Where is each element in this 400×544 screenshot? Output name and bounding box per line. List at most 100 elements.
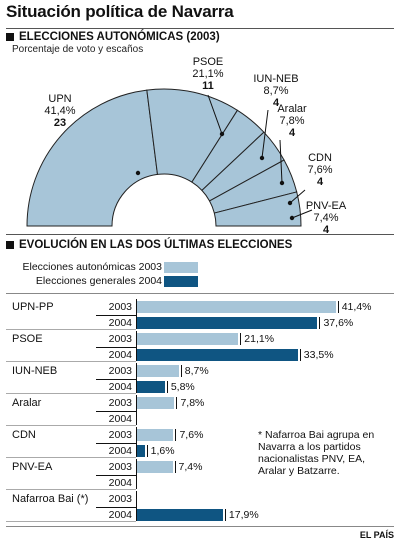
row-divider: [96, 411, 136, 412]
bar-end-tick: [176, 397, 178, 409]
year-label: 2004: [108, 509, 132, 521]
party-percent: 21,1%: [192, 68, 224, 80]
row-divider: [96, 379, 136, 380]
hemicycle-slice-pnv-ea: [213, 191, 302, 227]
leader-dot-pnv-ea: [289, 215, 295, 221]
bar-pnv-ea-2003: [137, 461, 173, 473]
bottom-rule: [6, 526, 394, 527]
axis-line: [136, 331, 137, 361]
bar-value-label: 7,6%: [179, 429, 204, 441]
party-seats: 4: [272, 97, 280, 109]
year-label: 2003: [108, 461, 132, 473]
bar-aralar-2003: [137, 397, 175, 409]
row-divider: [96, 347, 136, 348]
legend-label-2004: Elecciones generales 2004: [35, 275, 162, 287]
year-label: 2004: [108, 349, 132, 361]
square-bullet-icon: [6, 33, 14, 41]
bar-value-label: 41,4%: [341, 301, 372, 313]
party-seats: 4: [316, 176, 324, 188]
section1-subtitle: Porcentaje de voto y escaños: [12, 44, 144, 55]
year-label: 2004: [108, 317, 132, 329]
party-percent: 7,6%: [307, 164, 333, 176]
year-label: 2004: [108, 445, 132, 457]
bar-psoe-2003: [137, 333, 239, 345]
hemicycle-label-cdn: CDN 7,6% 4: [290, 152, 350, 188]
bar-end-tick: [146, 445, 148, 457]
source-credit: EL PAÍS: [359, 530, 394, 540]
footnote: * Nafarroa Bai agrupa en Navarra a los p…: [258, 429, 375, 477]
leader-line-cdn: [289, 189, 306, 204]
party-percent: 7,4%: [313, 212, 339, 224]
row-divider: [96, 443, 136, 444]
group-divider: [6, 521, 136, 522]
party-name: UPN: [48, 93, 72, 105]
party-name: Aralar: [277, 103, 307, 115]
party-percent: 41,4%: [44, 105, 76, 117]
group-divider: [6, 425, 136, 426]
bar-nafarroa-bai-2004: [137, 509, 223, 521]
section2-heading-text: EVOLUCIÓN EN LAS DOS ÚLTIMAS ELECCIONES: [19, 239, 293, 251]
bar-psoe-2004: [137, 349, 298, 361]
year-label: 2003: [108, 493, 132, 505]
leader-line-pnv-ea: [291, 209, 313, 219]
party-label-pnv-ea: PNV-EA: [12, 461, 53, 473]
hemicycle-label-upn: UPN 41,4% 23: [30, 93, 90, 129]
party-name: PNV-EA: [305, 200, 347, 212]
section2-rule: [6, 234, 394, 235]
party-label-nafarroa-bai: Nafarroa Bai (*): [12, 493, 89, 505]
axis-line: [136, 427, 137, 457]
party-label-upn-pp: UPN-PP: [12, 301, 54, 313]
party-label-aralar: Aralar: [12, 397, 42, 409]
bar-end-tick: [319, 317, 321, 329]
row-divider: [96, 507, 136, 508]
bar-end-tick: [224, 509, 226, 521]
group-divider: [6, 457, 136, 458]
axis-line: [136, 459, 137, 489]
hemicycle-label-aralar: Aralar 7,8% 4: [262, 103, 322, 139]
bar-value-label: 1,6%: [150, 445, 175, 457]
year-label: 2003: [108, 333, 132, 345]
bar-end-tick: [240, 333, 242, 345]
bar-iun-neb-2004: [137, 381, 165, 393]
bar-end-tick: [180, 365, 182, 377]
year-label: 2003: [108, 397, 132, 409]
bar-value-label: 7,4%: [178, 461, 203, 473]
legend-label-2003: Elecciones autonómicas 2003: [22, 261, 162, 273]
hemicycle-label-iun-neb: IUN-NEB 8,7% 4: [246, 73, 306, 109]
bar-value-label: 17,9%: [228, 509, 259, 521]
bar-cdn-2003: [137, 429, 174, 441]
bar-value-label: 8,7%: [184, 365, 209, 377]
hemicycle-label-pnv-ea: PNV-EA 7,4% 4: [296, 200, 356, 236]
axis-line: [136, 363, 137, 393]
leader-dot-aralar: [279, 180, 285, 186]
hemicycle-chart: [26, 88, 313, 227]
bar-upn-pp-2003: [137, 301, 336, 313]
year-label: 2004: [108, 413, 132, 425]
year-label: 2004: [108, 381, 132, 393]
section2-heading: EVOLUCIÓN EN LAS DOS ÚLTIMAS ELECCIONES: [6, 239, 292, 251]
party-name: IUN-NEB: [253, 73, 299, 85]
leader-dot-iun-neb: [259, 155, 265, 161]
party-label-cdn: CDN: [12, 429, 36, 441]
bar-value-label: 33,5%: [303, 349, 334, 361]
legend-swatch-2003: [164, 262, 198, 273]
section1-heading: ELECCIONES AUTONÓMICAS (2003): [6, 31, 220, 43]
bar-cdn-2004: [137, 445, 145, 457]
party-label-iun-neb: IUN-NEB: [12, 365, 58, 377]
party-name: PSOE: [192, 56, 224, 68]
party-seats: 11: [202, 80, 214, 92]
party-percent: 8,7%: [263, 85, 289, 97]
party-seats: 4: [288, 127, 296, 139]
bar-value-label: 5,8%: [170, 381, 195, 393]
group-divider: [6, 329, 136, 330]
group-divider: [6, 489, 136, 490]
bars-top-rule: [6, 293, 394, 294]
bar-end-tick: [174, 461, 176, 473]
bar-end-tick: [166, 381, 168, 393]
year-label: 2003: [108, 301, 132, 313]
leader-line-aralar: [279, 139, 283, 184]
leader-dot-psoe: [219, 131, 225, 137]
bar-iun-neb-2003: [137, 365, 179, 377]
section1-heading-text: ELECCIONES AUTONÓMICAS (2003): [19, 31, 220, 43]
bar-end-tick: [337, 301, 339, 313]
